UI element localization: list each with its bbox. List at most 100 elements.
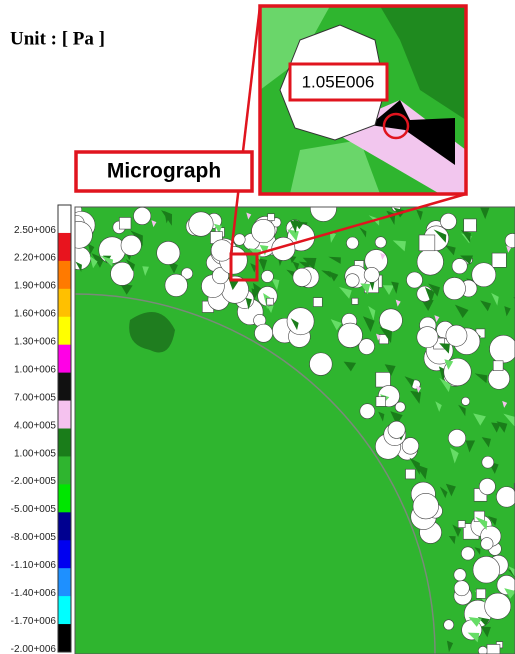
particle [157, 241, 180, 264]
scale-label: 4.00+005 [14, 420, 56, 431]
scale-label: 2.50+006 [14, 225, 56, 236]
particle [310, 353, 333, 376]
scale-label: 1.90+006 [14, 281, 56, 292]
particle [352, 298, 358, 304]
particle [417, 249, 443, 275]
particle [413, 493, 439, 519]
scale-label: 1.00+006 [14, 364, 56, 375]
particle [419, 235, 435, 251]
particle [133, 207, 150, 224]
particle [395, 402, 405, 412]
figure: Unit : [ Pa ] 2.50+006 2.20+006 1.90+006 1.… [0, 0, 515, 654]
particle [346, 237, 358, 249]
particle [473, 556, 500, 583]
scale-band [58, 345, 71, 373]
contour-plot [66, 195, 515, 654]
particle [452, 259, 467, 274]
scale-label: 1.60+006 [14, 309, 56, 320]
particle [448, 429, 465, 446]
particle [338, 323, 363, 348]
particle [267, 298, 274, 305]
particle [454, 569, 466, 581]
scale-band [58, 317, 71, 345]
particle [211, 240, 233, 262]
particle [375, 237, 386, 248]
particle [485, 593, 511, 619]
particle [287, 308, 314, 335]
particle [490, 335, 515, 363]
scale-label: -8.00+005 [11, 532, 57, 543]
scale-band [58, 596, 71, 624]
scale-band [58, 289, 71, 317]
scale-band [58, 261, 71, 289]
particle [488, 368, 509, 389]
particle [443, 277, 465, 299]
scale-label: -1.70+006 [11, 616, 57, 627]
particle [376, 397, 386, 407]
scale-band [58, 512, 71, 540]
particle [346, 274, 360, 288]
particle [234, 234, 245, 245]
particle [492, 253, 506, 267]
particle [293, 268, 311, 286]
particle [255, 324, 273, 342]
scale-label: -2.00+006 [11, 644, 57, 654]
particle [261, 270, 273, 282]
particle [406, 469, 416, 479]
scale-band [58, 373, 71, 401]
particle [446, 325, 467, 346]
scale-band [58, 568, 71, 596]
page: {"unit_label": "Unit : [ Pa ]", "legend"… [0, 0, 515, 654]
scale-band [58, 401, 71, 429]
scale-band [58, 540, 71, 568]
particle [360, 404, 375, 419]
particle [189, 212, 214, 237]
scale-label: 1.00+005 [14, 448, 56, 459]
scale-label: -2.00+005 [11, 476, 57, 487]
particle [310, 195, 336, 221]
particle [461, 547, 474, 560]
callout-text: 1.05E006 [302, 72, 375, 91]
particle [478, 646, 487, 654]
particle [417, 327, 438, 348]
scale-label: -1.10+006 [11, 560, 57, 571]
scale-band [58, 456, 71, 484]
particle [402, 438, 419, 455]
particle [462, 397, 470, 405]
particle [458, 521, 465, 528]
scale-band [58, 624, 71, 652]
scale-label: 7.00+005 [14, 392, 56, 403]
particle [444, 620, 454, 630]
particle [454, 581, 469, 596]
particle [464, 219, 477, 232]
particle [376, 372, 391, 387]
particle [487, 644, 500, 654]
particle [493, 361, 503, 371]
scale-label: -5.00+005 [11, 504, 57, 515]
particle [252, 219, 276, 243]
particle [479, 478, 495, 494]
particle [406, 272, 422, 288]
particle [496, 487, 515, 508]
particle [121, 235, 141, 255]
particle [313, 298, 322, 307]
particle [481, 538, 493, 550]
scale-band [58, 233, 71, 261]
particle [388, 421, 405, 438]
particle [472, 263, 496, 287]
scale-label: -1.40+006 [11, 588, 57, 599]
particle [165, 274, 188, 297]
particle [440, 213, 456, 229]
particle [268, 214, 275, 221]
micrograph-label: Micrograph [107, 160, 221, 183]
scale-label: 1.30+006 [14, 337, 56, 348]
scale-band [58, 205, 71, 233]
particle [364, 267, 379, 282]
scale-band [58, 429, 71, 457]
unit-label: Unit : [ Pa ] [10, 28, 105, 49]
particle [119, 217, 131, 229]
color-scale: 2.50+006 2.20+006 1.90+006 1.60+006 1.30+006… [11, 205, 71, 654]
particle [476, 589, 485, 598]
scale-label: 2.20+006 [14, 253, 56, 264]
particle [482, 456, 494, 468]
